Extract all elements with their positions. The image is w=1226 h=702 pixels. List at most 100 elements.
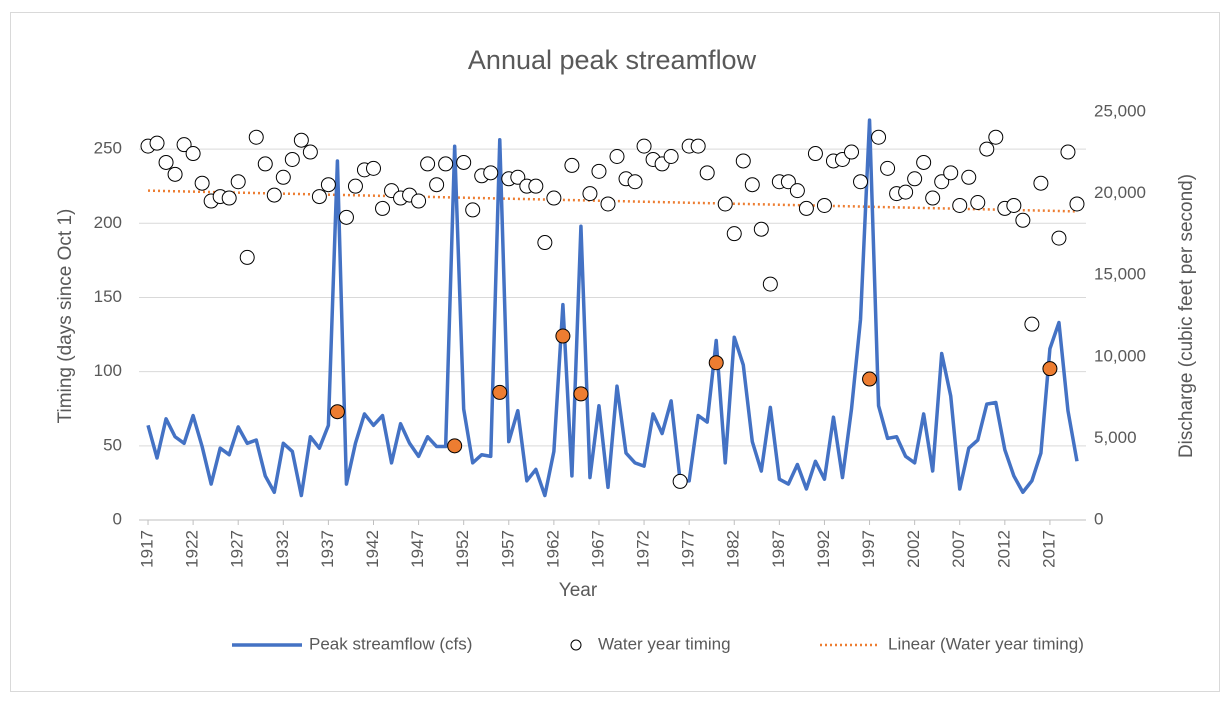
legend-label: Water year timing <box>598 634 731 653</box>
timing-point <box>898 184 914 200</box>
timing-point <box>284 151 300 167</box>
timing-point <box>600 196 616 212</box>
legend-label: Peak streamflow (cfs) <box>309 634 472 653</box>
timing-point <box>844 144 860 160</box>
x-axis-title: Year <box>559 580 598 601</box>
timing-point <box>1051 230 1067 246</box>
timing-point <box>1024 316 1040 332</box>
y-tick-label: 250 <box>94 139 122 158</box>
timing-point <box>492 384 508 400</box>
y2-tick-label: 25,000 <box>1094 101 1146 120</box>
timing-point <box>952 197 968 213</box>
timing-point <box>1069 196 1085 212</box>
timing-point <box>302 144 318 160</box>
timing-point <box>483 165 499 181</box>
streamflow-line <box>146 118 1079 498</box>
timing-point <box>871 129 887 145</box>
timing-point <box>907 171 923 187</box>
y2-tick-label: 10,000 <box>1094 346 1146 365</box>
timing-point <box>699 165 715 181</box>
chart-title: Annual peak streamflow <box>468 45 757 75</box>
timing-point <box>546 190 562 206</box>
x-tick-label: 1972 <box>634 530 653 568</box>
timing-point <box>248 129 264 145</box>
timing-point <box>672 473 688 489</box>
x-tick-label: 1957 <box>498 530 517 568</box>
y2-tick-label: 5,000 <box>1094 428 1137 447</box>
x-tick-label: 1932 <box>273 530 292 568</box>
timing-point <box>338 209 354 225</box>
timing-point <box>347 178 363 194</box>
timing-point <box>663 149 679 165</box>
timing-point <box>591 163 607 179</box>
x-tick-label: 2007 <box>949 530 968 568</box>
timing-point <box>762 276 778 292</box>
x-tick-label: 1982 <box>724 530 743 568</box>
timing-point <box>420 156 436 172</box>
x-tick-label: 1997 <box>859 530 878 568</box>
x-tick-label: 2017 <box>1039 530 1058 568</box>
x-tick-label: 1992 <box>814 530 833 568</box>
timing-point <box>311 189 327 205</box>
timing-point <box>735 153 751 169</box>
timing-point <box>780 174 796 190</box>
x-tick-label: 2012 <box>994 530 1013 568</box>
y2-axis-title: Discharge (cubic feet per second) <box>1176 174 1197 458</box>
timing-point <box>943 165 959 181</box>
x-tick-label: 1977 <box>679 530 698 568</box>
chart-border <box>10 12 1220 692</box>
timing-point <box>1033 175 1049 191</box>
timing-point <box>925 190 941 206</box>
timing-point <box>1015 212 1031 228</box>
timing-point <box>970 195 986 211</box>
x-tick-label: 1937 <box>318 530 337 568</box>
timing-point <box>365 160 381 176</box>
timing-point <box>573 386 589 402</box>
timing-point <box>293 132 309 148</box>
y2-tick-label: 20,000 <box>1094 183 1146 202</box>
timing-point <box>438 156 454 172</box>
timing-point <box>753 221 769 237</box>
timing-point <box>320 177 336 193</box>
timing-point <box>916 154 932 170</box>
timing-point <box>176 137 192 153</box>
legend-label: Linear (Water year timing) <box>888 634 1084 653</box>
timing-point <box>149 135 165 151</box>
x-tick-label: 1987 <box>769 530 788 568</box>
legend-swatch <box>570 639 582 651</box>
timing-point <box>230 174 246 190</box>
timing-point <box>744 177 760 193</box>
timing-point <box>537 235 553 251</box>
timing-point <box>717 196 733 212</box>
timing-point <box>429 177 445 193</box>
y-tick-label: 200 <box>94 213 122 232</box>
timing-point <box>528 178 544 194</box>
timing-point <box>194 175 210 191</box>
timing-point <box>934 174 950 190</box>
timing-point <box>564 157 580 173</box>
x-tick-label: 1942 <box>363 530 382 568</box>
x-tick-label: 1952 <box>453 530 472 568</box>
x-tick-label: 1927 <box>228 530 247 568</box>
timing-point <box>375 200 391 216</box>
timing-point <box>158 154 174 170</box>
timing-point <box>789 183 805 199</box>
y2-tick-label: 0 <box>1094 509 1103 528</box>
x-tick-label: 1917 <box>138 530 157 568</box>
y-tick-label: 0 <box>113 509 122 528</box>
timing-point <box>708 355 724 371</box>
timing-point <box>961 169 977 185</box>
timing-point <box>853 174 869 190</box>
x-tick-label: 1962 <box>543 530 562 568</box>
timing-point <box>555 328 571 344</box>
timing-point <box>221 190 237 206</box>
timing-point <box>726 226 742 242</box>
timing-point <box>798 200 814 216</box>
timing-point <box>411 193 427 209</box>
timing-point <box>185 146 201 162</box>
timing-point <box>627 174 643 190</box>
x-tick-label: 1967 <box>588 530 607 568</box>
timing-point <box>609 149 625 165</box>
timing-point <box>465 202 481 218</box>
